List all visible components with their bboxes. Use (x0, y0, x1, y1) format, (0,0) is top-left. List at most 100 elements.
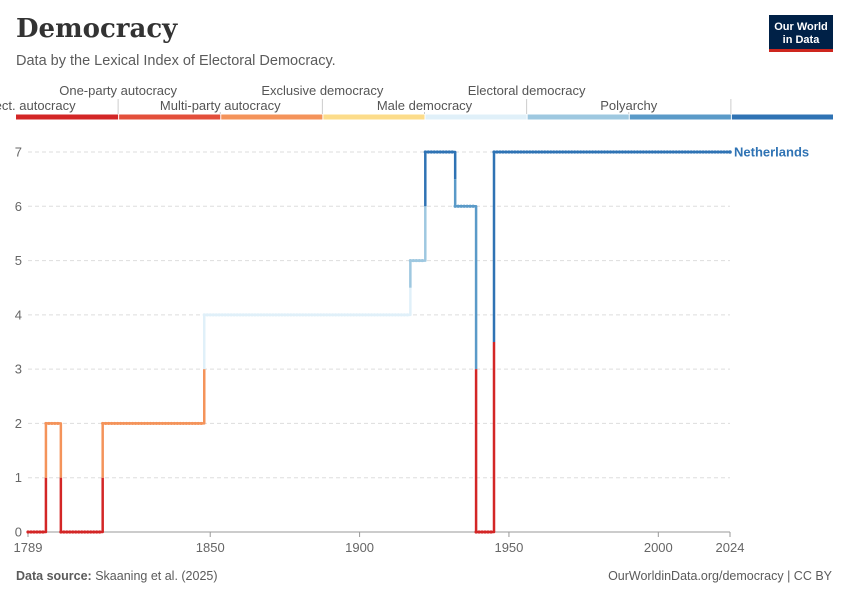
data-point-1888 (322, 313, 326, 317)
data-point-1897 (349, 313, 353, 317)
data-point-1944 (489, 530, 493, 534)
data-point-1816 (107, 421, 111, 426)
data-point-1963 (546, 150, 550, 154)
data-point-1834 (160, 421, 165, 426)
data-point-1883 (307, 313, 311, 317)
data-point-1833 (157, 421, 162, 426)
data-point-1807 (80, 530, 84, 534)
data-point-1918 (411, 258, 415, 263)
y-tick-label-3: 3 (15, 362, 22, 377)
y-tick-label-2: 2 (15, 416, 22, 431)
data-point-1903 (366, 313, 371, 317)
data-point-2022 (722, 150, 726, 154)
data-point-1845 (193, 421, 197, 426)
data-source: Data source: Skaaning et al. (2025) (16, 569, 218, 583)
data-point-1855 (223, 313, 227, 317)
data-point-1895 (343, 313, 347, 317)
data-point-1851 (211, 313, 215, 317)
data-point-1999 (653, 150, 657, 154)
data-point-1803 (68, 530, 72, 534)
data-point-1960 (537, 150, 541, 154)
data-point-1821 (121, 421, 126, 426)
grid-lines: 0 1 2 3 4 5 6 7 (15, 145, 730, 540)
data-point-1955 (522, 150, 526, 154)
data-point-1979 (593, 150, 598, 154)
data-point-1959 (534, 150, 538, 154)
data-point-1905 (372, 313, 377, 317)
data-point-2002 (662, 150, 666, 154)
data-point-2003 (665, 150, 669, 154)
data-point-1902 (363, 313, 368, 317)
data-point-1904 (369, 313, 374, 317)
data-point-1936 (465, 204, 469, 208)
data-point-1958 (531, 150, 535, 154)
data-point-1882 (304, 313, 308, 317)
legend-label-6: Polyarchy (600, 98, 658, 113)
data-point-1977 (588, 150, 592, 154)
data-point-1972 (573, 150, 577, 154)
data-point-1954 (519, 150, 523, 154)
data-point-1861 (241, 313, 245, 317)
data-point-1868 (262, 313, 266, 317)
data-point-1850 (208, 313, 212, 317)
data-point-1849 (205, 313, 209, 317)
data-point-2019 (713, 150, 717, 154)
data-point-1875 (283, 313, 287, 317)
data-point-1820 (119, 421, 123, 426)
data-point-1969 (564, 150, 568, 154)
axes: 1789 1850 1900 1950 2000 2024 (14, 531, 744, 555)
data-point-1832 (154, 421, 159, 426)
data-point-1951 (510, 150, 514, 154)
legend-label-5: Electoral democracy (468, 83, 586, 98)
data-point-1856 (226, 313, 230, 317)
legend-swatch-4 (425, 114, 527, 120)
series-layer: Netherlands (26, 145, 809, 534)
data-point-1916 (405, 313, 409, 317)
data-point-1819 (116, 421, 120, 426)
data-point-1863 (247, 313, 251, 317)
data-point-1838 (172, 421, 176, 426)
data-point-1858 (232, 313, 236, 317)
data-point-1900 (357, 313, 362, 317)
data-point-1815 (104, 421, 108, 426)
data-point-1844 (190, 421, 194, 426)
data-point-1879 (295, 313, 299, 317)
data-point-1804 (71, 530, 75, 534)
data-point-1990 (626, 150, 631, 154)
data-point-2018 (710, 150, 714, 154)
data-point-1941 (480, 530, 484, 534)
data-point-1871 (271, 313, 275, 317)
x-tick-label-1950: 1950 (494, 540, 523, 555)
data-source-label: Data source: (16, 569, 92, 583)
data-point-1997 (647, 150, 651, 154)
legend-swatch-7 (731, 114, 833, 120)
x-tick-label-2000: 2000 (644, 540, 673, 555)
y-tick-label-0: 0 (15, 525, 22, 540)
data-point-1884 (310, 313, 314, 317)
footer-link[interactable]: OurWorldinData.org/democracy | CC BY (608, 569, 832, 583)
data-point-1823 (127, 421, 132, 426)
data-point-1827 (139, 421, 144, 426)
data-point-1798 (53, 421, 57, 426)
data-point-1894 (340, 313, 344, 317)
owid-logo[interactable]: Our World in Data (769, 15, 833, 52)
data-point-2009 (683, 150, 687, 154)
data-point-2005 (671, 150, 675, 154)
data-point-1898 (352, 313, 356, 317)
y-tick-label-7: 7 (15, 145, 22, 160)
data-point-1869 (265, 313, 269, 317)
data-point-1957 (528, 150, 532, 154)
data-point-1996 (644, 150, 648, 154)
legend-swatch-0 (16, 114, 119, 120)
data-point-1993 (635, 150, 639, 154)
legend-swatch-1 (119, 114, 221, 120)
data-point-1811 (92, 530, 96, 534)
data-point-1813 (98, 530, 102, 534)
data-point-1825 (133, 421, 138, 426)
data-point-2016 (704, 150, 708, 154)
data-point-1967 (558, 150, 562, 154)
data-point-1792 (35, 530, 39, 534)
data-point-1935 (462, 204, 466, 208)
data-point-1801 (62, 530, 66, 534)
data-point-1934 (459, 204, 463, 208)
